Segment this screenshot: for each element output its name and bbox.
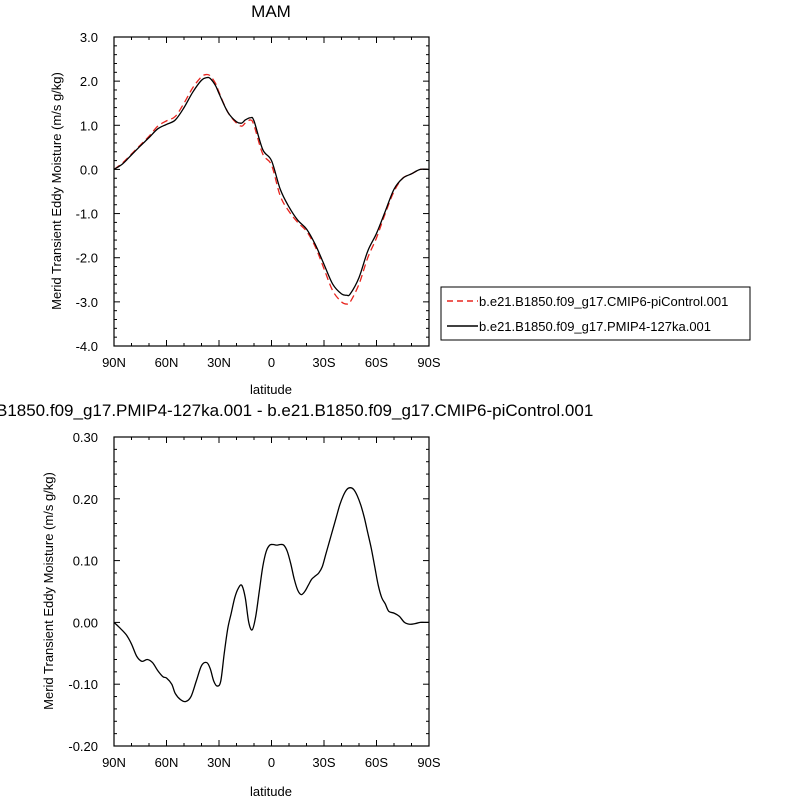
top-chart-y-tick-label: 3.0 [80, 30, 98, 45]
bottom-chart-y-tick-label: 0.20 [73, 492, 98, 507]
top-chart-y-axis-title: Merid Transient Eddy Moisture (m/s g/kg) [49, 72, 64, 310]
top-chart-y-tick-label: -2.0 [76, 251, 98, 266]
top-chart-x-tick-label: 60S [365, 355, 388, 370]
bottom-chart-x-axis-title: latitude [250, 784, 292, 799]
top-chart-ticks: 90N 60N 30N 0 30S 60S 90S -4.0 -3.0 -2.0 -1.0 0.0 1.… [76, 30, 441, 370]
top-chart-x-tick-label: 90S [417, 355, 440, 370]
top-chart-x-tick-label: 30N [207, 355, 231, 370]
top-chart-x-tick-label: 60N [155, 355, 179, 370]
top-chart-y-tick-label: -3.0 [76, 295, 98, 310]
top-chart-y-tick-label: 1.0 [80, 118, 98, 133]
top-chart-y-tick-label: 2.0 [80, 74, 98, 89]
bottom-chart-y-axis-title: Merid Transient Eddy Moisture (m/s g/kg) [41, 472, 56, 710]
top-chart: MAM 90N 60N 30N 0 30S 60S 90S -4.0 -3.0 -2.0 -1.0 0… [49, 2, 751, 397]
legend-label-127ka: b.e21.B1850.f09_g17.PMIP4-127ka.001 [479, 319, 711, 334]
top-chart-y-tick-label: -1.0 [76, 207, 98, 222]
top-chart-y-tick-label: 0.0 [80, 162, 98, 177]
bottom-chart: b.e21.B1850.f09_g17.PMIP4-127ka.001 - b.… [0, 401, 593, 799]
bottom-chart-title: b.e21.B1850.f09_g17.PMIP4-127ka.001 - b.… [0, 401, 593, 420]
bottom-chart-frame [113, 436, 430, 747]
top-chart-series [113, 73, 430, 305]
bottom-chart-x-tick-label: 30S [312, 755, 335, 770]
bottom-chart-x-tick-label: 60N [155, 755, 179, 770]
bottom-chart-x-tick-label: 0 [268, 755, 275, 770]
top-chart-series-line-2 [113, 76, 430, 297]
bottom-chart-x-tick-label: 90N [102, 755, 126, 770]
top-chart-series-line-1 [113, 73, 430, 305]
top-chart-y-tick-label: -4.0 [76, 339, 98, 354]
bottom-chart-y-tick-label: 0.00 [73, 615, 98, 630]
bottom-chart-ticks: 90N 60N 30N 0 30S 60S 90S -0.20 -0.10 0.00 0.10 0.2… [68, 430, 441, 770]
top-chart-x-axis-title: latitude [250, 382, 292, 397]
bottom-chart-series-line-1 [113, 487, 429, 703]
top-chart-x-tick-label: 30S [312, 355, 335, 370]
bottom-chart-x-tick-label: 90S [417, 755, 440, 770]
bottom-chart-x-tick-label: 30N [207, 755, 231, 770]
bottom-chart-series [113, 487, 429, 703]
top-chart-x-tick-label: 90N [102, 355, 126, 370]
top-chart-legend: b.e21.B1850.f09_g17.CMIP6-piControl.001 … [440, 286, 751, 341]
top-chart-title: MAM [251, 2, 291, 21]
legend-label-piControl: b.e21.B1850.f09_g17.CMIP6-piControl.001 [479, 294, 728, 309]
bottom-chart-y-tick-label: 0.10 [73, 554, 98, 569]
top-chart-frame [113, 36, 430, 347]
bottom-chart-x-tick-label: 60S [365, 755, 388, 770]
bottom-chart-y-tick-label: -0.20 [68, 739, 98, 754]
bottom-chart-y-tick-label: -0.10 [68, 677, 98, 692]
bottom-chart-y-tick-label: 0.30 [73, 430, 98, 445]
top-chart-x-tick-label: 0 [268, 355, 275, 370]
legend-box [440, 286, 751, 341]
